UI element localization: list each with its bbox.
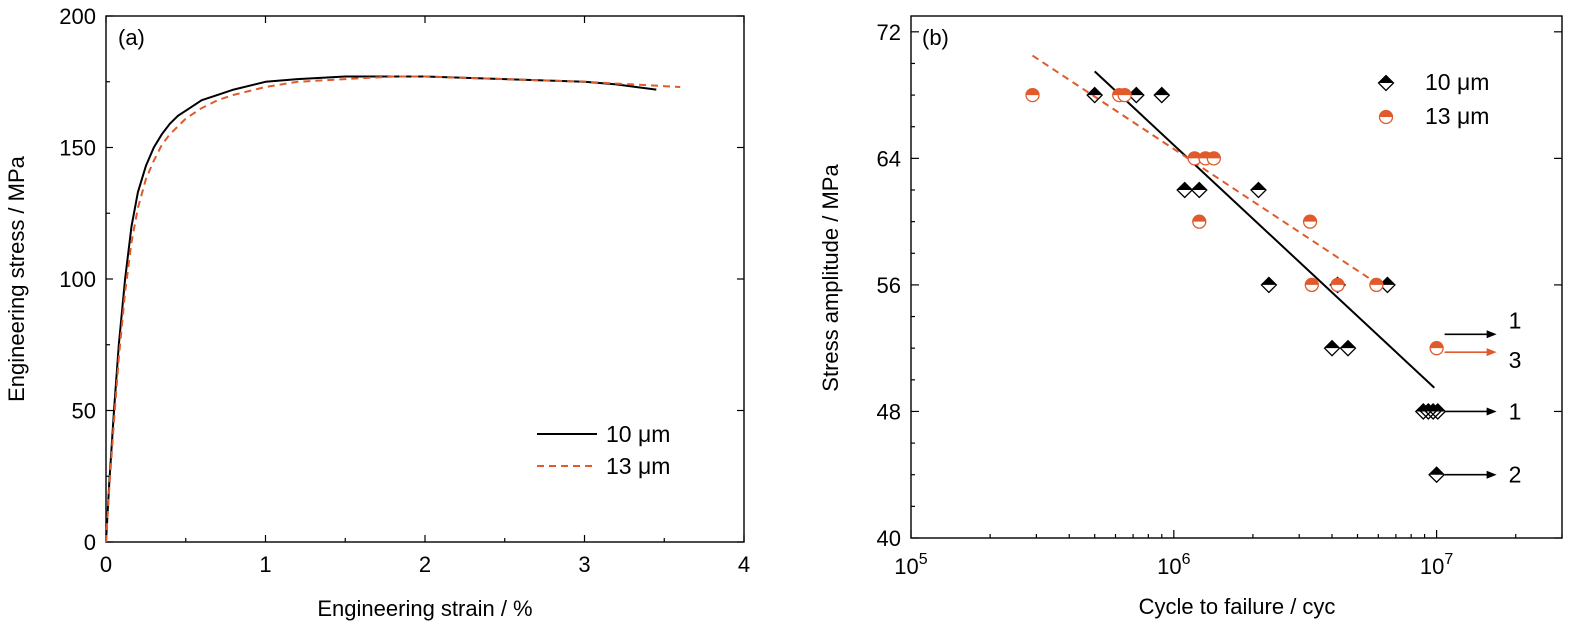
data-point-10um	[1176, 181, 1194, 199]
runout-arrow: 3	[1444, 347, 1522, 373]
fit-line-0	[1094, 70, 1435, 389]
data-point-13um	[1369, 277, 1384, 293]
legend-label-10um: 10 μm	[1425, 69, 1489, 95]
data-point-10um	[1127, 86, 1145, 104]
panel-a-label: (a)	[118, 25, 145, 50]
legend-label-10um: 10 μm	[606, 421, 670, 447]
panel-b-sn-chart: 105 106 107 40 48 56 64 72 1 3 1 2 (b) Cycle to f…	[818, 15, 1563, 619]
panel-a-legend: 10 μm 13 μm	[537, 421, 670, 479]
data-point-10um	[1190, 181, 1208, 199]
runout-label: 3	[1509, 347, 1522, 373]
data-point-10um	[1250, 181, 1267, 199]
panel-a-x-ticks: 0 1 2 3 4	[100, 16, 750, 577]
legend-marker-13um	[1378, 109, 1394, 125]
panel-b-fit-lines	[1031, 54, 1435, 389]
data-point-13um	[1206, 151, 1221, 166]
x-tick-label: 107	[1420, 551, 1453, 579]
y-tick-label: 0	[84, 530, 96, 555]
legend-marker-circle	[1378, 109, 1394, 125]
legend-marker-diamond	[1377, 74, 1395, 92]
panel-a-series-lines	[105, 75, 681, 543]
legend-label-13um: 13 μm	[606, 453, 670, 479]
runout-arrow: 2	[1444, 462, 1522, 488]
y-tick-label: 64	[877, 146, 901, 171]
panel-a-stress-strain-chart: 0 1 2 3 4 0 50 100 150 200 (a) Engineering strai…	[4, 4, 750, 621]
data-point-13um	[1429, 341, 1444, 356]
series-line-1	[105, 75, 681, 543]
y-tick-label: 48	[877, 399, 901, 424]
y-tick-label: 150	[59, 136, 96, 161]
data-point-13um	[1302, 214, 1318, 229]
panel-b-x-ticks: 105 106 107	[894, 530, 1563, 579]
runout-arrow: 1	[1444, 398, 1522, 424]
data-point-13um	[1192, 214, 1207, 229]
panel-b-x-axis-title: Cycle to failure / cyc	[1139, 594, 1336, 619]
x-tick-label: 3	[578, 552, 590, 577]
legend-marker-10um	[1377, 74, 1395, 92]
panel-b-y-ticks: 40 48 56 64 72	[877, 20, 1562, 551]
y-tick-label: 50	[72, 399, 96, 424]
panel-b-plot-frame	[910, 15, 1563, 539]
data-point-13um	[1304, 277, 1319, 293]
data-point-10um	[1260, 276, 1278, 294]
x-tick-label: 2	[419, 552, 431, 577]
data-point-10um	[1428, 466, 1446, 484]
data-point-10um	[1323, 339, 1341, 357]
panel-a-y-ticks: 0 50 100 150 200	[59, 4, 744, 555]
x-tick-label: 106	[1157, 551, 1190, 579]
y-tick-label: 40	[877, 526, 901, 551]
x-tick-label: 0	[100, 552, 112, 577]
runout-label: 2	[1509, 462, 1522, 488]
fit-line-1	[1031, 54, 1375, 283]
runout-label: 1	[1509, 307, 1522, 333]
panel-b-label: (b)	[922, 25, 949, 50]
panel-b-y-axis-title: Stress amplitude / MPa	[818, 164, 843, 392]
data-point-13um	[1330, 277, 1345, 293]
y-tick-label: 100	[59, 267, 96, 292]
data-point-10um	[1153, 86, 1171, 104]
x-tick-label: 105	[894, 551, 927, 579]
y-tick-label: 200	[59, 4, 96, 29]
runout-label: 1	[1509, 398, 1522, 424]
panel-a-y-axis-title: Engineering stress / MPa	[4, 155, 29, 402]
y-tick-label: 56	[877, 273, 901, 298]
data-point-10um	[1339, 339, 1357, 357]
data-point-10um	[1379, 276, 1396, 294]
panel-b-legend: 10 μm 13 μm	[1377, 69, 1489, 129]
y-tick-label: 72	[877, 20, 901, 45]
panel-b-data-points	[1025, 86, 1447, 484]
panel-a-x-axis-title: Engineering strain / %	[317, 596, 532, 621]
legend-label-13um: 13 μm	[1425, 103, 1489, 129]
series-line-0	[105, 75, 657, 543]
data-point-10um	[1086, 86, 1104, 104]
panel-b-runout-arrows: 1 3 1 2	[1444, 307, 1522, 488]
x-tick-label: 4	[738, 552, 750, 577]
data-point-13um	[1025, 87, 1040, 103]
runout-arrow: 1	[1444, 307, 1522, 339]
x-tick-label: 1	[259, 552, 271, 577]
data-point-13um	[1117, 87, 1132, 103]
